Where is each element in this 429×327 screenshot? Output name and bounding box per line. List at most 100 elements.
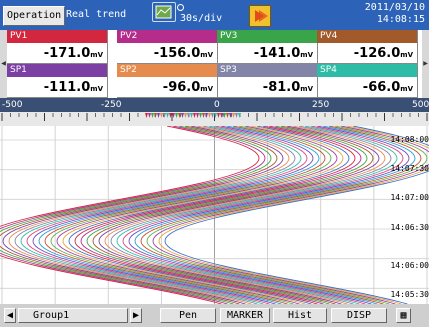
pen-marker [172,113,175,118]
pen-marker [169,113,172,118]
trend-curve [0,125,278,305]
hist-button[interactable]: Hist [273,308,327,323]
time-axis-label: 14:06:30 [390,223,429,232]
channel-value-sp3: -81.0mV [262,80,313,95]
group-selector[interactable]: Group1 [18,308,128,323]
pen-marker [205,113,208,118]
trend-curve [0,125,266,305]
pen-button[interactable]: Pen [160,308,216,323]
header-bar: Operation Real trend 30s/div 2011/03/10 … [0,0,429,30]
trend-curve [128,125,410,305]
channel-cell-sp2: SP2 -96.0mV [117,64,218,98]
channel-prev-arrow[interactable]: ◀ [0,30,7,98]
time-label: 14:08:15 [376,14,425,25]
trend-curve [146,125,428,305]
time-axis-label: 14:05:30 [390,290,429,299]
operation-button[interactable]: Operation [3,6,66,26]
scale-tick: 250 [312,100,330,110]
trend-curve [116,125,398,305]
trend-curve [62,125,344,305]
pen-marker [202,113,205,118]
speed-label: 30s/div [180,13,223,24]
channel-cell-pv3: PV3 -141.0mV [217,30,318,64]
trend-curve [80,125,362,305]
pen-marker [190,113,193,118]
channel-cell-pv2: PV2 -156.0mV [117,30,218,64]
trend-curve [0,125,260,305]
pen-marker [145,113,148,118]
trend-curve [2,125,284,305]
channel-cell-pv4: PV4 -126.0mV [317,30,418,64]
pen-marker [184,113,187,118]
trend-curve [164,125,429,305]
trend-curve [50,125,332,305]
pen-marker [235,113,238,118]
pen-marker [148,113,151,118]
pen-marker [199,113,202,118]
scale-ruler [0,112,429,126]
pen-marker [154,113,157,118]
trend-curve [92,125,374,305]
pen-marker [223,113,226,118]
channel-panel: PV1 -171.0mV PV2 -156.0mV PV3 -141.0mV P… [0,30,429,98]
trend-curve [32,125,314,305]
trend-curve [104,125,386,305]
group-next-button[interactable]: ▶ [130,308,142,323]
channel-next-arrow[interactable]: ▶ [422,30,429,98]
channel-tag-sp2: SP2 [117,64,217,77]
pen-marker [163,113,166,118]
trend-curve [38,125,320,305]
pen-marker [226,113,229,118]
pen-marker [214,113,217,118]
channel-value-sp2: -96.0mV [162,80,213,95]
trend-curve [158,125,429,305]
datetime: 2011/03/10 14:08:15 [365,2,425,26]
channel-cell-pv1: PV1 -171.0mV [7,30,108,64]
pen-marker [220,113,223,118]
pen-marker [160,113,163,118]
group-prev-button[interactable]: ◀ [4,308,16,323]
channel-value-pv3: -141.0mV [253,46,313,61]
trend-curve [122,125,404,305]
channel-tag-pv1: PV1 [7,30,107,43]
trend-curve [98,125,380,305]
channel-tag-pv2: PV2 [117,30,217,43]
channel-value-sp1: -111.0mV [43,80,103,95]
channel-value-pv1: -171.0mV [43,46,103,61]
trend-curve [134,125,416,305]
scale-tick: 500 [412,100,429,110]
menu-grid-icon[interactable]: ▦ [396,308,411,323]
trend-curve [44,125,326,305]
trend-curve [0,125,272,305]
pen-marker [193,113,196,118]
trend-curve [26,125,308,305]
marker-button[interactable]: MARKER [220,308,270,323]
trend-curve [14,125,296,305]
pen-marker [196,113,199,118]
scale-tick: 0 [214,100,220,110]
record-status-icon [249,5,271,27]
disp-button[interactable]: DISP [331,308,387,323]
pen-marker [166,113,169,118]
scale-tick: -500 [2,100,23,110]
scale-bar: -500 -250 0 250 500 [0,98,429,112]
channel-tag-pv3: PV3 [217,30,317,43]
function-bar: ◀ Group1 ▶ Pen MARKER Hist DISP ▦ [0,304,429,327]
trend-curve [8,125,290,305]
channel-tag-pv4: PV4 [317,30,417,43]
trend-speed-icon [152,2,184,22]
channel-cell-sp1: SP1 -111.0mV [7,64,108,98]
pen-marker [178,113,181,118]
time-axis-label: 14:06:00 [390,261,429,270]
time-axis-label: 14:07:00 [390,193,429,202]
trend-curve [74,125,356,305]
pen-marker [229,113,232,118]
date-label: 2011/03/10 [364,2,425,13]
pen-marker [157,113,160,118]
time-axis-label: 14:07:30 [390,164,429,173]
trend-curve [68,125,350,305]
mode-label: Real trend [66,9,127,20]
channel-tag-sp3: SP3 [217,64,317,77]
pen-marker [232,113,235,118]
